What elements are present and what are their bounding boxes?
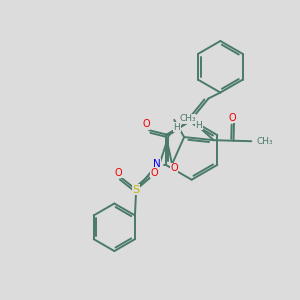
Text: H: H xyxy=(196,121,202,130)
Text: O: O xyxy=(228,113,236,123)
Text: O: O xyxy=(115,168,122,178)
Text: O: O xyxy=(150,168,158,178)
Text: S: S xyxy=(133,184,140,195)
Text: O: O xyxy=(170,163,178,173)
Text: N: N xyxy=(153,159,161,169)
Text: O: O xyxy=(142,119,150,129)
Text: CH₃: CH₃ xyxy=(179,114,196,123)
Text: H: H xyxy=(173,123,180,132)
Text: CH₃: CH₃ xyxy=(256,137,273,146)
